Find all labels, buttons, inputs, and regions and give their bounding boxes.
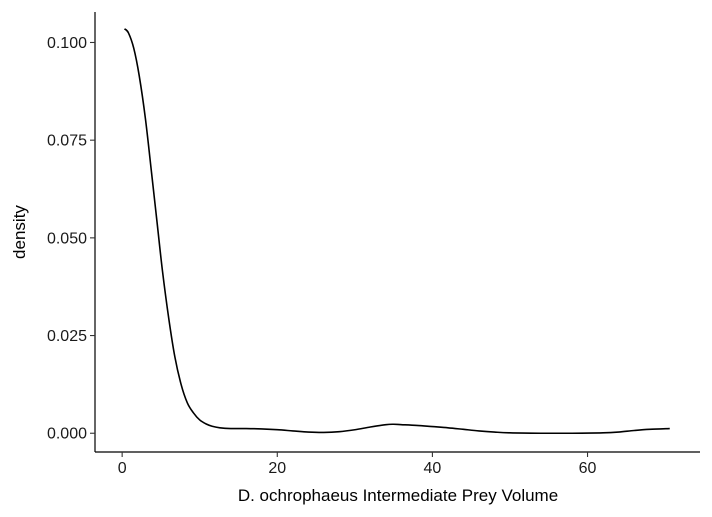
axes: 0.000 0.025 0.050 0.075 0.100 0 20 40 60 xyxy=(47,12,700,477)
y-tick-label: 0.050 xyxy=(47,230,87,247)
y-tick-label: 0.075 xyxy=(47,133,87,150)
x-tick-label: 60 xyxy=(579,460,597,477)
x-axis-title: D. ochrophaeus Intermediate Prey Volume xyxy=(238,486,558,505)
x-tick-label: 0 xyxy=(118,460,127,477)
y-tick-label: 0.000 xyxy=(47,426,87,443)
x-tick-label: 20 xyxy=(268,460,286,477)
y-axis-title: density xyxy=(10,205,29,259)
density-line xyxy=(123,28,670,435)
y-tick-label: 0.025 xyxy=(47,328,87,345)
x-tick-label: 40 xyxy=(424,460,442,477)
y-tick-label: 0.100 xyxy=(47,35,87,52)
plot-area xyxy=(123,28,670,435)
